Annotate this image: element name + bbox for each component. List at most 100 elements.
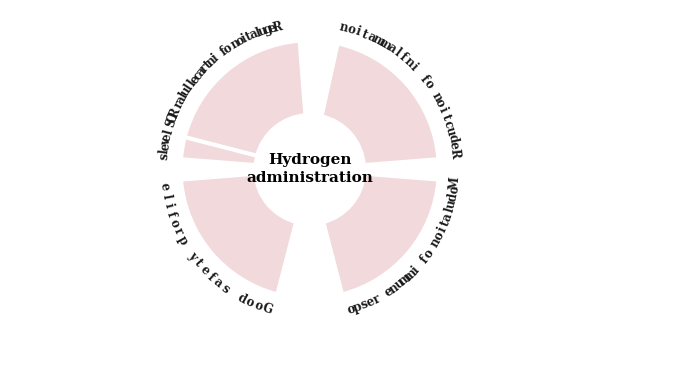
Text: i: i — [436, 105, 450, 115]
Text: v: v — [159, 137, 173, 147]
Text: l: l — [443, 206, 457, 214]
Text: f: f — [397, 50, 409, 64]
Text: m: m — [370, 32, 387, 49]
Text: G: G — [261, 301, 274, 317]
Text: n: n — [204, 54, 219, 69]
Text: n: n — [429, 235, 444, 249]
Text: o: o — [432, 230, 447, 243]
Text: m: m — [402, 266, 420, 284]
Text: a: a — [247, 27, 260, 42]
Text: y: y — [185, 249, 199, 263]
Text: o: o — [345, 22, 356, 37]
Text: o: o — [448, 185, 461, 195]
Text: o: o — [244, 295, 256, 310]
Text: m: m — [377, 35, 393, 53]
Text: l: l — [182, 82, 196, 93]
Wedge shape — [181, 43, 298, 165]
Text: d: d — [235, 291, 248, 306]
Text: administration: administration — [246, 171, 373, 186]
Text: l: l — [392, 46, 403, 59]
Text: f: f — [205, 270, 217, 283]
Text: o: o — [253, 299, 264, 313]
Text: i: i — [408, 61, 420, 74]
Text: f: f — [418, 253, 432, 266]
Text: u: u — [178, 84, 194, 99]
Text: i: i — [239, 32, 249, 46]
Text: u: u — [444, 198, 459, 209]
Text: e: e — [159, 142, 173, 152]
Text: r: r — [198, 61, 212, 75]
Text: t: t — [191, 257, 205, 270]
Text: t: t — [244, 30, 254, 44]
Text: r: r — [171, 226, 185, 237]
Text: e: e — [364, 295, 377, 310]
Text: p: p — [351, 300, 363, 315]
Text: n: n — [387, 281, 402, 296]
Circle shape — [257, 116, 363, 223]
Text: S: S — [164, 117, 179, 129]
Text: e: e — [267, 21, 278, 36]
Text: s: s — [157, 153, 171, 161]
Text: t: t — [438, 219, 452, 228]
Text: i: i — [209, 52, 221, 64]
Wedge shape — [181, 174, 296, 295]
Wedge shape — [184, 41, 306, 156]
Text: o: o — [166, 217, 182, 229]
Text: t: t — [439, 112, 453, 122]
Text: n: n — [429, 90, 444, 104]
Text: O: O — [165, 111, 181, 125]
Text: s: s — [358, 298, 370, 312]
Text: m: m — [397, 271, 414, 289]
Text: f: f — [217, 45, 229, 59]
Text: c: c — [191, 69, 205, 82]
Text: e: e — [158, 182, 172, 191]
Text: a: a — [174, 94, 189, 107]
Text: i: i — [409, 264, 422, 276]
Text: d: d — [445, 133, 459, 144]
Text: l: l — [158, 149, 171, 155]
Text: i: i — [436, 225, 450, 235]
Text: n: n — [338, 20, 349, 35]
Text: a: a — [211, 275, 225, 290]
Text: u: u — [443, 125, 458, 137]
Text: l: l — [185, 78, 198, 89]
Text: a: a — [441, 211, 455, 223]
Text: r: r — [172, 99, 187, 110]
Text: o: o — [432, 97, 448, 110]
Text: o: o — [345, 302, 356, 317]
Text: l: l — [161, 129, 175, 136]
Text: p: p — [174, 233, 190, 247]
Text: M: M — [448, 176, 462, 190]
Text: o: o — [421, 247, 436, 261]
Text: d: d — [446, 192, 460, 202]
Text: a: a — [384, 41, 398, 56]
Text: i: i — [161, 201, 175, 209]
Text: l: l — [177, 90, 191, 101]
Text: e: e — [382, 285, 395, 300]
Text: R: R — [448, 147, 461, 159]
Text: e: e — [160, 132, 175, 142]
Text: a: a — [365, 30, 378, 45]
Text: o: o — [233, 33, 246, 49]
Text: a: a — [193, 65, 209, 79]
Text: o: o — [420, 77, 436, 91]
Text: n: n — [229, 36, 243, 52]
Text: u: u — [257, 24, 269, 39]
Text: f: f — [164, 210, 177, 219]
Text: f: f — [417, 72, 431, 84]
Text: e: e — [187, 72, 203, 86]
Text: t: t — [360, 27, 370, 41]
Text: l: l — [159, 193, 173, 199]
Text: g: g — [262, 22, 274, 37]
Text: u: u — [393, 276, 407, 292]
Text: c: c — [441, 119, 456, 129]
Text: t: t — [202, 58, 214, 71]
Text: l: l — [253, 26, 262, 40]
Text: e: e — [447, 141, 461, 151]
Text: i: i — [354, 25, 363, 38]
Text: r: r — [371, 292, 382, 306]
Text: o: o — [221, 41, 234, 57]
Wedge shape — [324, 174, 438, 295]
Text: Hydrogen: Hydrogen — [268, 153, 351, 167]
Text: R: R — [167, 107, 183, 121]
